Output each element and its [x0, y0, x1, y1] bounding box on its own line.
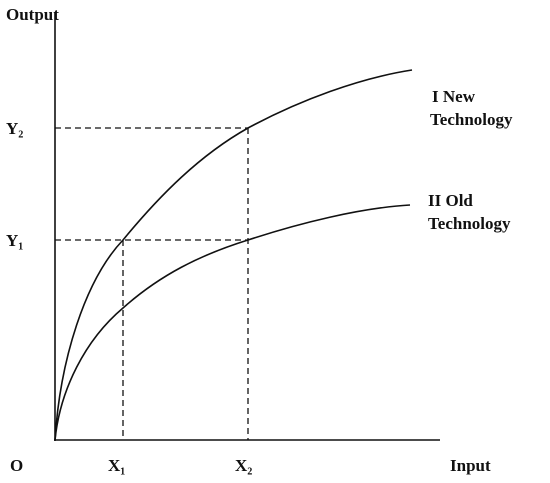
new-technology-curve — [54, 69, 413, 441]
curve-label: II Old — [428, 191, 473, 210]
y-mark-label: Y₁ — [6, 231, 23, 250]
x-axis-label: Input — [450, 456, 491, 475]
curve-label: I New — [432, 87, 476, 106]
curve-label: Technology — [430, 110, 513, 129]
curve-label: Technology — [428, 214, 511, 233]
old-technology-curve — [54, 204, 411, 441]
x-mark-label: X₂ — [235, 456, 252, 475]
x-mark-label: X₁ — [108, 456, 125, 475]
y-mark-label: Y₂ — [6, 119, 23, 138]
origin-label: O — [10, 456, 23, 475]
y-axis-label: Output — [6, 5, 59, 24]
